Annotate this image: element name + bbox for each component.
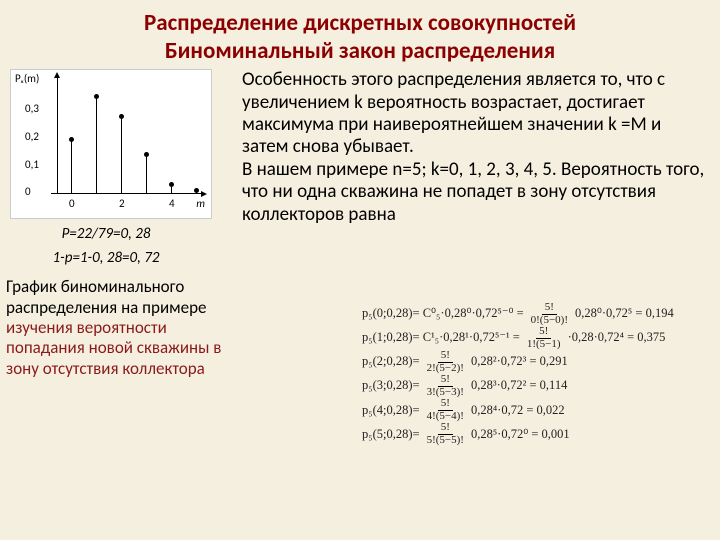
ytick: 0,2 — [25, 130, 39, 143]
formula-row: p₅(2;0,28)=5!2!(5−2)!0,28²·0,72³ = 0,291 — [362, 350, 702, 374]
chart-stem — [96, 96, 97, 194]
description-text: График биноминального распределения на п… — [6, 276, 206, 317]
chart-dot — [144, 152, 149, 157]
chart-dot — [119, 114, 124, 119]
formula-fraction: 5!3!(5−3)! — [424, 374, 467, 398]
y-axis-arrow — [54, 72, 60, 78]
xtick: 4 — [169, 197, 175, 210]
formula-row: p₅(1;0,28)= C¹₅·0,28¹·0,72⁵⁻¹ =5!1!(5−1)… — [362, 326, 702, 350]
xtick: 2 — [119, 197, 125, 210]
formula-lhs: p₅(1;0,28)= C¹₅·0,28¹·0,72⁵⁻¹ = — [362, 326, 520, 350]
ytick: 0,3 — [25, 102, 39, 115]
formula-tail: 0,28⁰·0,72⁵ = 0,194 — [575, 302, 674, 326]
ytick: 0 — [25, 185, 31, 198]
chart-description: График биноминального распределения на п… — [6, 277, 236, 379]
ytick: 0,1 — [25, 158, 39, 171]
chart-dot — [94, 94, 99, 99]
chart-dot — [194, 188, 199, 193]
caption-p: P=22/79=0, 28 — [6, 225, 206, 243]
formula-fraction: 5!2!(5−2)! — [424, 350, 467, 374]
chart-stem — [121, 116, 122, 194]
title-line-2: Биноминальный закон распределения — [0, 38, 720, 66]
body-line: Особенность этого распределения является… — [242, 69, 708, 159]
xtick: 0 — [69, 197, 75, 210]
formula-tail: 0,28⁵·0,72⁰ = 0,001 — [471, 423, 570, 447]
formula-lhs: p₅(2;0,28)= — [362, 350, 420, 374]
chart-ylabel: Pₓ(m) — [15, 72, 39, 85]
formula-tail: 0,28³·0,72² = 0,114 — [471, 374, 567, 398]
formula-tail: 0,28²·0,72³ = 0,291 — [471, 350, 568, 374]
page-title: Распределение дискретных совокупностей Б… — [0, 0, 720, 65]
chart-stem — [71, 139, 72, 194]
formula-block: p₅(0;0,28)= C⁰₅·0,28⁰·0,72⁵⁻⁰ =5!0!(5−0)… — [362, 302, 702, 447]
formula-fraction: 5!4!(5−4)! — [424, 398, 467, 422]
formula-fraction: 5!0!(5−0)! — [528, 302, 571, 326]
formula-tail: 0,28⁴·0,72 = 0,022 — [471, 399, 565, 423]
body-line: В нашем примере n=5; k=0, 1, 2, 3, 4, 5.… — [242, 159, 708, 226]
y-axis — [57, 76, 58, 194]
chart-dot — [169, 182, 174, 187]
formula-row: p₅(0;0,28)= C⁰₅·0,28⁰·0,72⁵⁻⁰ =5!0!(5−0)… — [362, 302, 702, 326]
x-axis — [51, 193, 203, 194]
body-text: Особенность этого распределения является… — [242, 69, 708, 226]
caption-1-p: 1-p=1-0, 28=0, 72 — [6, 249, 206, 267]
left-column: Pₓ(m) m 0,3 0,2 0,1 0 0 2 4 P=22/79=0, 28 1-p=… — [6, 69, 236, 379]
formula-row: p₅(5;0,28)=5!5!(5−5)!0,28⁵·0,72⁰ = 0,001 — [362, 422, 702, 446]
formula-lhs: p₅(4;0,28)= — [362, 399, 420, 423]
chart-stem — [146, 154, 147, 194]
formula-tail: ·0,28·0,72⁴ = 0,375 — [568, 326, 666, 350]
formula-fraction: 5!5!(5−5)! — [424, 422, 467, 446]
binomial-chart: Pₓ(m) m 0,3 0,2 0,1 0 0 2 4 — [10, 69, 212, 219]
title-line-1: Распределение дискретных совокупностей — [0, 10, 720, 38]
formula-row: p₅(4;0,28)=5!4!(5−4)!0,28⁴·0,72 = 0,022 — [362, 398, 702, 422]
description-highlight: изучения вероятности попадания новой скв… — [6, 317, 221, 379]
formula-row: p₅(3;0,28)=5!3!(5−3)!0,28³·0,72² = 0,114 — [362, 374, 702, 398]
formula-lhs: p₅(3;0,28)= — [362, 374, 420, 398]
chart-xlabel: m — [196, 197, 205, 210]
formula-lhs: p₅(5;0,28)= — [362, 423, 420, 447]
formula-lhs: p₅(0;0,28)= C⁰₅·0,28⁰·0,72⁵⁻⁰ = — [362, 302, 524, 326]
chart-dot — [69, 137, 74, 142]
formula-fraction: 5!1!(5−1) — [524, 326, 564, 350]
